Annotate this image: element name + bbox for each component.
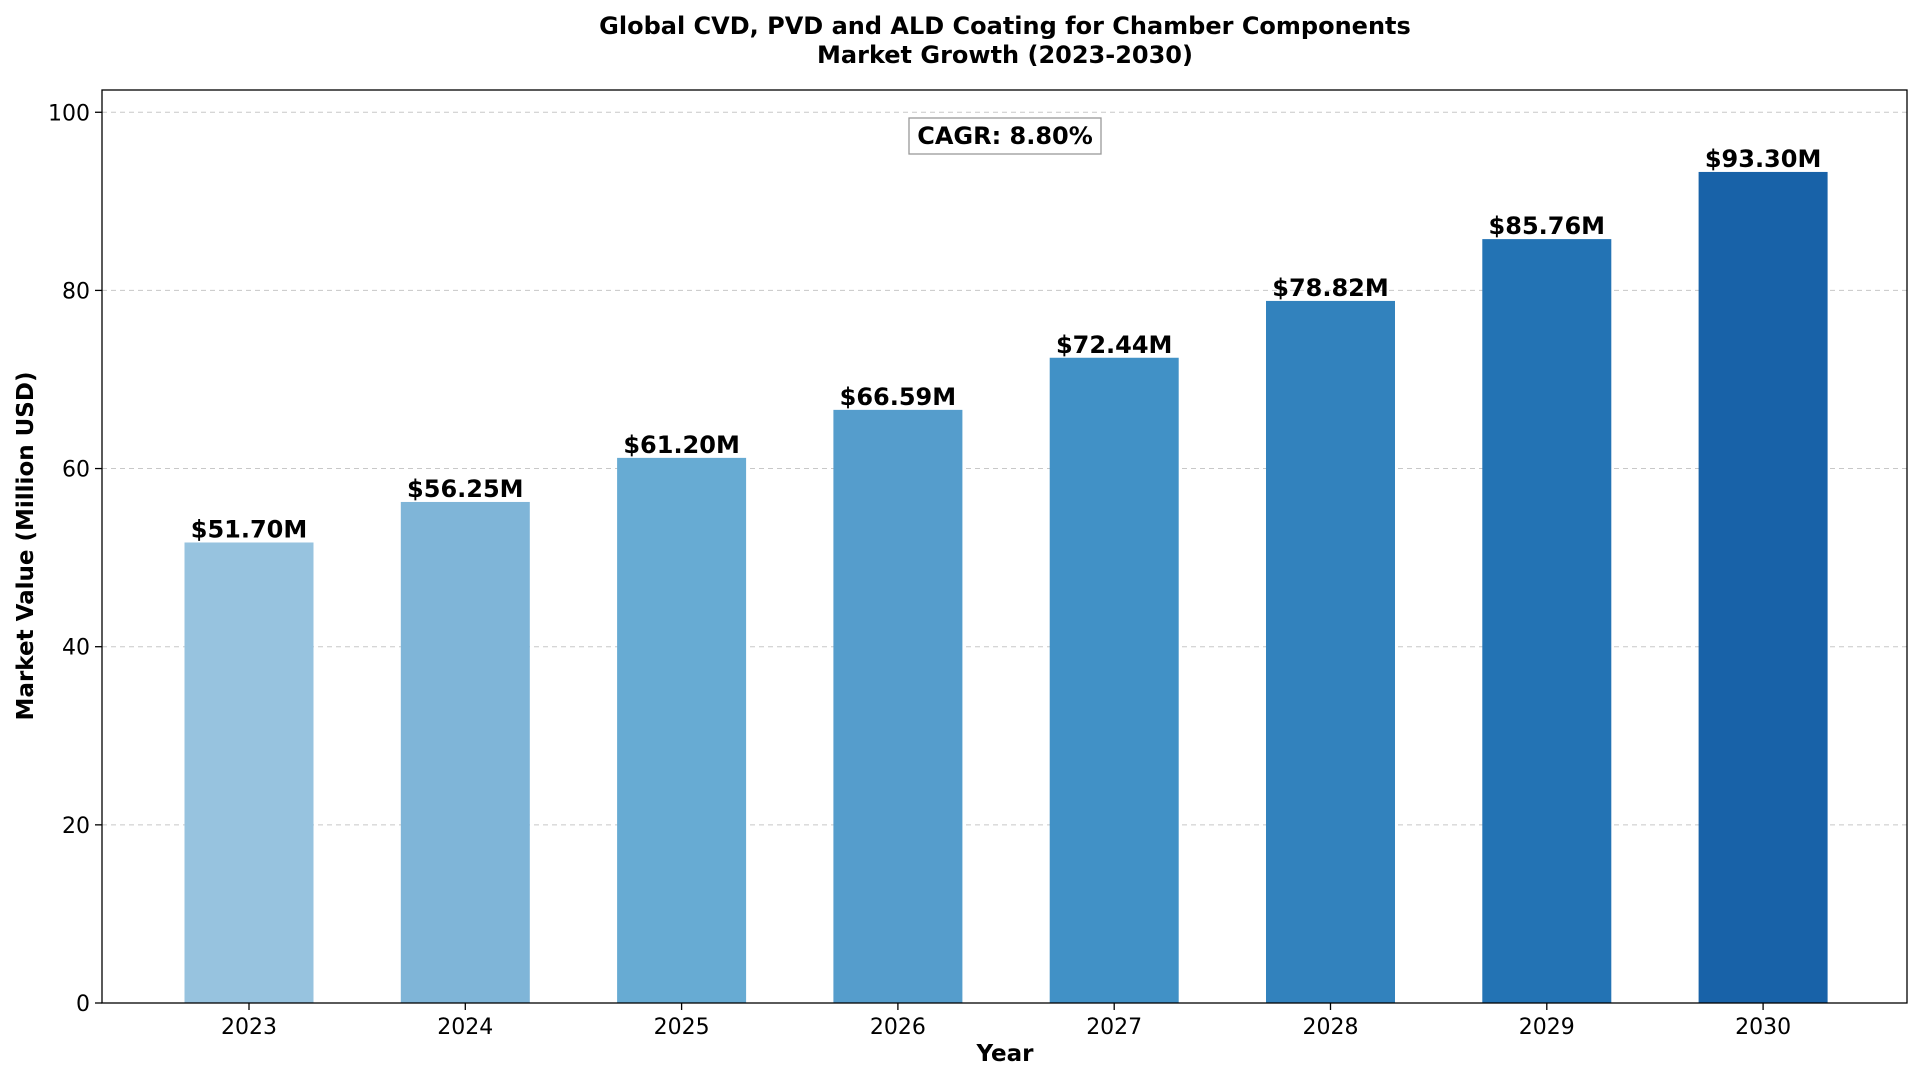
y-tick-label: 60 [62,458,90,483]
bar-2024 [400,501,530,1003]
bar-2028 [1266,300,1395,1003]
y-axis-label: Market Value (Million USD) [13,372,39,721]
x-axis-label: Year [975,1041,1034,1067]
bar-2027 [1049,357,1179,1004]
bars [184,171,1828,1004]
x-axis-ticks: 2023 2024 2025 2026 2027 2028 2029 2030 [221,1003,1791,1040]
y-tick-label: 80 [62,279,90,304]
data-label-2026: $66.59M [840,383,957,411]
plot-frame [101,89,1908,1004]
x-tick-label: 2023 [221,1015,277,1040]
data-label-2025: $61.20M [623,431,740,459]
data-labels: $51.70M $56.25M $61.20M $66.59M $72.44M $78.8… [191,145,1822,544]
chart-title-group: Global CVD, PVD and ALD Coating for Cham… [599,12,1411,69]
y-tick-label: 0 [76,992,90,1017]
y-axis-ticks: 0 20 40 60 80 100 [48,101,102,1017]
data-label-2023: $51.70M [191,515,308,543]
y-tick-label: 40 [62,636,90,661]
x-tick-label: 2027 [1086,1015,1142,1040]
bar-2026 [833,409,963,1003]
data-label-2027: $72.44M [1056,331,1173,359]
grid-lines [102,111,1907,826]
data-label-2030: $93.30M [1705,145,1822,173]
x-tick-label: 2025 [654,1015,710,1040]
cagr-annotation-box [908,117,1102,155]
bar-2025 [617,457,747,1003]
chart-title: Global CVD, PVD and ALD Coating for Cham… [599,12,1411,40]
data-label-2024: $56.25M [407,475,524,503]
cagr-annotation: CAGR: 8.80% [908,117,1102,155]
x-tick-label: 2030 [1735,1015,1791,1040]
y-tick-label: 20 [62,814,90,839]
x-tick-label: 2028 [1303,1015,1359,1040]
y-tick-label: 100 [48,101,90,126]
bar-2023 [184,542,314,1003]
bar-2030 [1698,171,1828,1003]
data-label-2029: $85.76M [1489,212,1606,240]
data-label-2028: $78.82M [1272,274,1389,302]
x-tick-label: 2024 [437,1015,493,1040]
cagr-annotation-text: CAGR: 8.80% [917,122,1093,150]
bar-2029 [1482,239,1612,1003]
x-tick-label: 2026 [870,1015,926,1040]
x-tick-label: 2029 [1519,1015,1575,1040]
chart-subtitle: Market Growth (2023-2030) [817,41,1193,69]
